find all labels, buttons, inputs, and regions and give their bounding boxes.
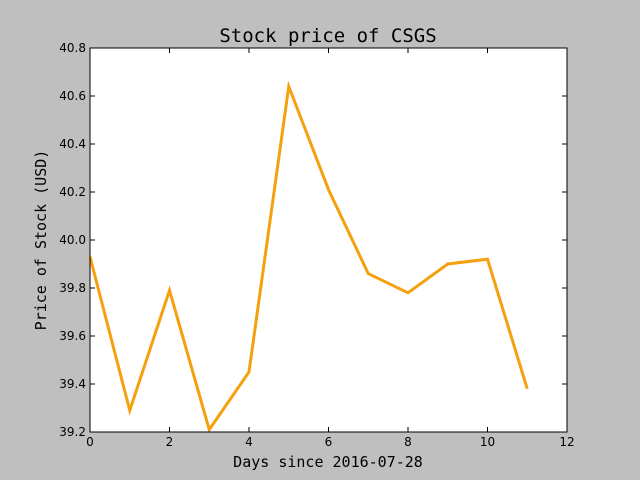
y-tick-label: 40.8 [59, 41, 86, 55]
x-tick-label: 6 [325, 435, 333, 449]
y-tick-label: 39.8 [59, 281, 86, 295]
y-tick-label: 39.6 [59, 329, 86, 343]
plot-area [90, 48, 567, 432]
series-line [88, 80, 529, 434]
x-tick-label: 10 [480, 435, 495, 449]
plot-frame [89, 47, 568, 433]
x-axis-label: Days since 2016-07-28 [233, 453, 423, 471]
y-tick-label: 40.2 [59, 185, 86, 199]
y-tick-label: 40.4 [59, 137, 86, 151]
x-tick-label: 4 [245, 435, 253, 449]
x-tick-label: 2 [166, 435, 174, 449]
y-tick-label: 39.4 [59, 377, 86, 391]
y-tick-label: 40.0 [59, 233, 86, 247]
x-tick-label: 0 [86, 435, 94, 449]
chart-title: Stock price of CSGS [219, 25, 436, 47]
series-layer [88, 80, 529, 434]
y-tick-label: 39.2 [59, 425, 86, 439]
ticks-layer: 0 2 4 6 8 10 12 39.2 39.4 39.6 39.8 40.0 40.2 40.4 40.… [59, 41, 574, 449]
x-tick-label: 12 [559, 435, 574, 449]
x-tick-label: 8 [404, 435, 412, 449]
y-axis-label: Price of Stock (USD) [32, 150, 50, 331]
y-tick-label: 40.6 [59, 89, 86, 103]
